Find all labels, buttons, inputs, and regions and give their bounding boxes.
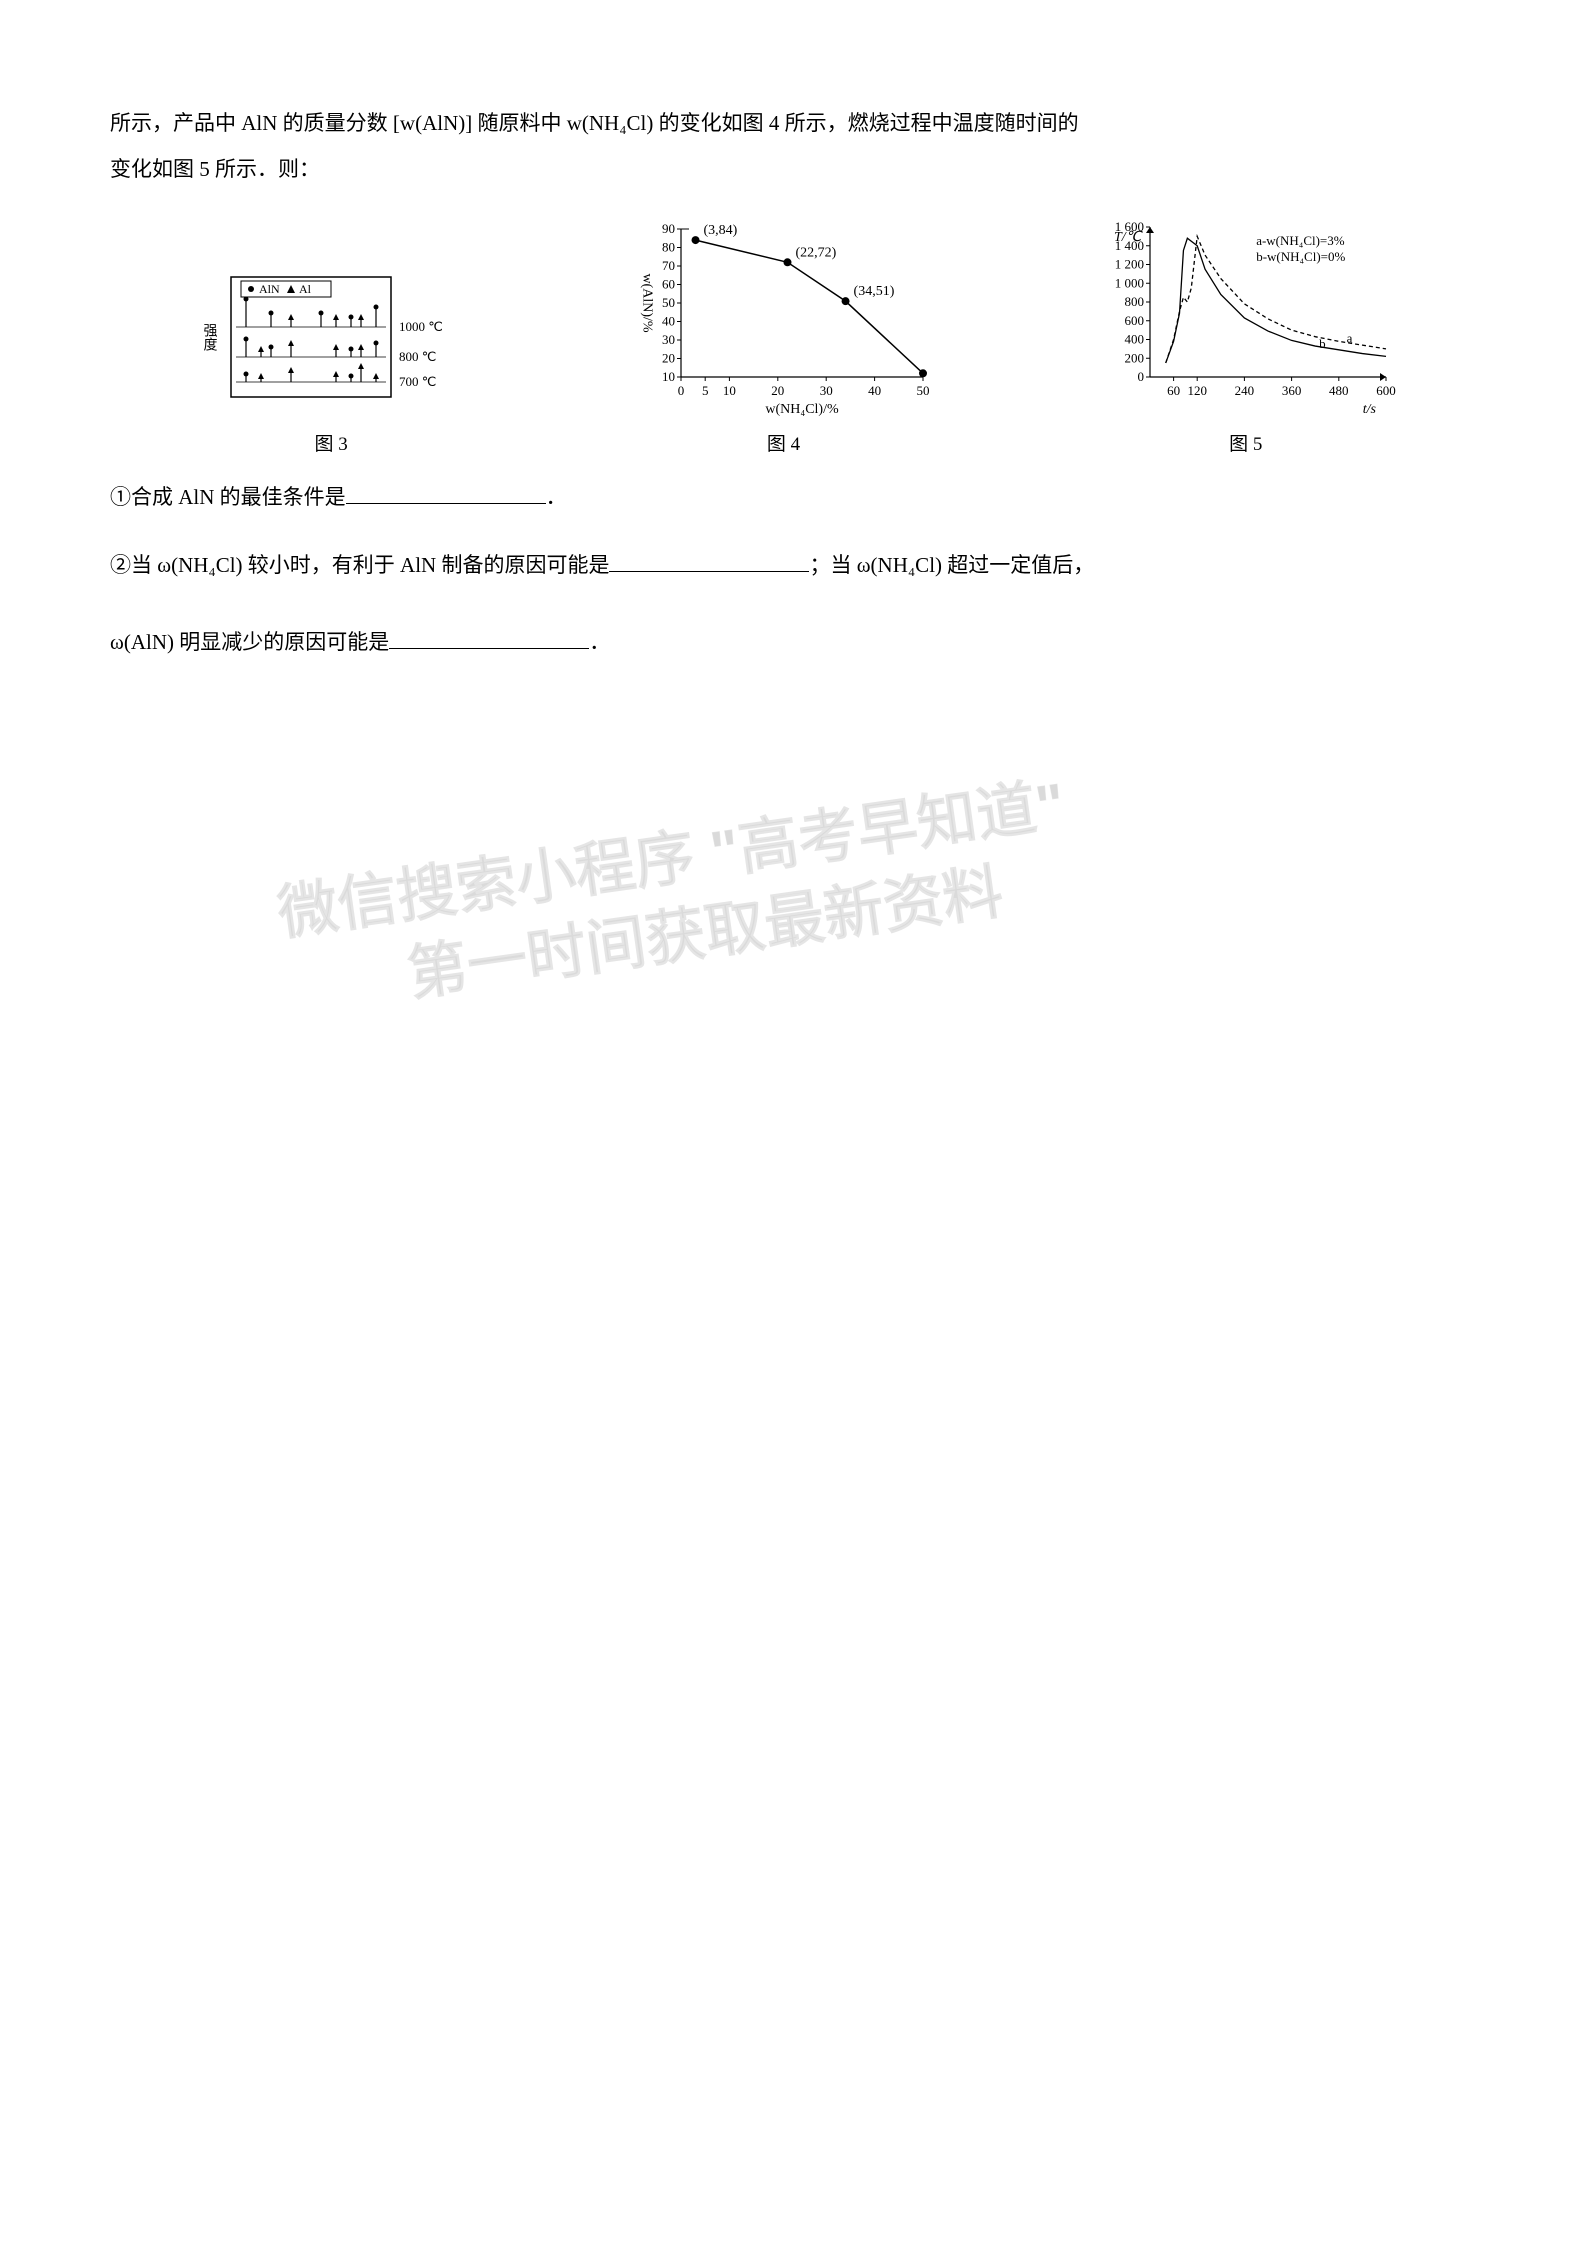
figures-row: AlNAl强度1000 ℃800 ℃700 ℃ 图 3 102030405060… [110, 217, 1477, 456]
svg-text:0: 0 [678, 383, 685, 398]
svg-text:240: 240 [1234, 383, 1254, 398]
figure-4-chart: 10 20 30 40 50 60 70 80 90 0 5 10 20 30 40 50 (3,84) (22,… [633, 217, 933, 417]
svg-text:1 000: 1 000 [1115, 276, 1144, 291]
q2-part1: ②当 ω(NH₄Cl) 较小时，有利于 AlN 制备的原因可能是 [110, 553, 609, 577]
intro-line-1: 所示，产品中 AlN 的质量分数 [w(AlN)] 随原料中 w(NH₄Cl) … [110, 111, 1079, 135]
q3-suffix: ． [589, 630, 610, 654]
svg-text:60: 60 [1167, 383, 1180, 398]
svg-text:5: 5 [702, 383, 709, 398]
svg-text:Al: Al [299, 282, 312, 296]
figure-3-block: AlN Al 强度 1000 ℃ 800 ℃ 700 ℃ 图 3 [191, 267, 471, 456]
svg-text:600: 600 [1124, 313, 1144, 328]
figure-5-caption: 图 5 [1229, 429, 1262, 456]
svg-text:60: 60 [662, 277, 675, 292]
q3-blank[interactable] [389, 628, 589, 649]
q1-suffix: ． [546, 485, 567, 509]
svg-text:120: 120 [1187, 383, 1207, 398]
intro-line-2: 变化如图 5 所示．则： [110, 157, 320, 181]
svg-text:a: a [1346, 331, 1352, 346]
svg-text:AlN: AlN [259, 282, 280, 296]
svg-text:70: 70 [662, 258, 675, 273]
figure-3-chart: AlN Al 强度 1000 ℃ 800 ℃ 700 ℃ [191, 267, 471, 417]
svg-text:1 200: 1 200 [1115, 257, 1144, 272]
svg-text:(3,84): (3,84) [704, 223, 738, 238]
svg-text:800 ℃: 800 ℃ [399, 349, 436, 364]
svg-text:700 ℃: 700 ℃ [399, 374, 436, 389]
svg-text:50: 50 [917, 383, 930, 398]
watermark-line-1: 微信搜索小程序 "高考早知道" [274, 770, 1069, 947]
q1-blank[interactable] [346, 483, 546, 504]
q2-blank-1[interactable] [609, 551, 809, 572]
svg-text:30: 30 [820, 383, 833, 398]
intro-paragraph: 所示，产品中 AlN 的质量分数 [w(AlN)] 随原料中 w(NH₄Cl) … [110, 100, 1477, 192]
figure-4-caption: 图 4 [767, 429, 800, 456]
svg-text:40: 40 [662, 314, 675, 329]
svg-text:强度: 强度 [202, 323, 218, 351]
svg-text:600: 600 [1376, 383, 1396, 398]
svg-text:20: 20 [662, 351, 675, 366]
svg-text:10: 10 [662, 369, 675, 384]
svg-text:90: 90 [662, 221, 675, 236]
svg-text:20: 20 [772, 383, 785, 398]
svg-text:(34,51): (34,51) [854, 285, 895, 300]
q1-prefix: ①合成 AlN 的最佳条件是 [110, 485, 346, 509]
svg-text:800: 800 [1124, 294, 1144, 309]
svg-text:t/s: t/s [1363, 402, 1377, 417]
question-2: ②当 ω(NH₄Cl) 较小时，有利于 AlN 制备的原因可能是 ；当 ω(NH₄… [110, 539, 1477, 592]
figure-4-block: 10 20 30 40 50 60 70 80 90 0 5 10 20 30 40 50 (3,84) (22,… [633, 217, 933, 456]
svg-text:w(NH₄Cl)/%: w(NH₄Cl)/% [766, 402, 840, 417]
svg-text:40: 40 [869, 383, 882, 398]
svg-text:b-w(NH₄Cl)=0%: b-w(NH₄Cl)=0% [1256, 249, 1345, 264]
svg-text:w(AlN)/%: w(AlN)/% [640, 274, 655, 333]
svg-text:480: 480 [1329, 383, 1349, 398]
figure-5-chart: 02004006008001 0001 2001 4001 6006012024… [1096, 217, 1396, 417]
figure-5-block: 02004006008001 0001 2001 4001 6006012024… [1096, 217, 1396, 456]
figure-3-caption: 图 3 [315, 429, 348, 456]
svg-text:T/℃: T/℃ [1114, 230, 1144, 245]
svg-text:1000 ℃: 1000 ℃ [399, 319, 443, 334]
svg-text:80: 80 [662, 240, 675, 255]
question-3: ω(AlN) 明显减少的原因可能是 ． [110, 616, 1477, 669]
svg-text:30: 30 [662, 332, 675, 347]
svg-text:10: 10 [723, 383, 736, 398]
watermark-line-2: 第一时间获取最新资料 [403, 843, 1081, 1014]
question-1: ①合成 AlN 的最佳条件是 ． [110, 471, 1477, 524]
svg-text:200: 200 [1124, 351, 1144, 366]
svg-text:a-w(NH₄Cl)=3%: a-w(NH₄Cl)=3% [1256, 233, 1345, 248]
svg-text:400: 400 [1124, 332, 1144, 347]
svg-text:(22,72): (22,72) [796, 246, 837, 261]
svg-text:50: 50 [662, 295, 675, 310]
svg-text:0: 0 [1137, 369, 1144, 384]
svg-text:360: 360 [1282, 383, 1302, 398]
watermark: 微信搜索小程序 "高考早知道" 第一时间获取最新资料 [273, 766, 1081, 1031]
q2-part2: ；当 ω(NH₄Cl) 超过一定值后， [809, 553, 1094, 577]
q3-part1: ω(AlN) 明显减少的原因可能是 [110, 630, 389, 654]
